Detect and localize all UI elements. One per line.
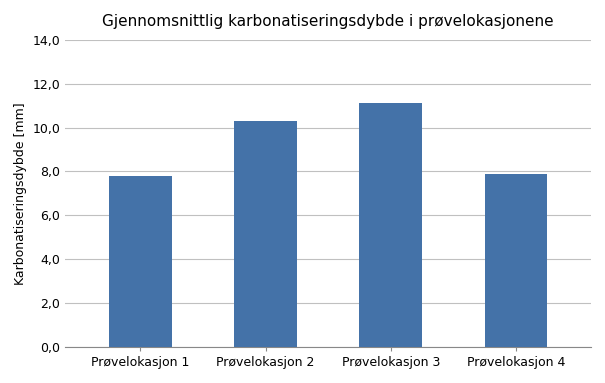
Bar — [359, 103, 422, 347]
Bar — [234, 121, 297, 347]
Title: Gjennomsnittlig karbonatiseringsdybde i prøvelokasjonene: Gjennomsnittlig karbonatiseringsdybde i … — [102, 14, 554, 29]
Bar — [109, 176, 172, 347]
Bar — [485, 173, 548, 347]
Y-axis label: Karbonatiseringsdybde [mm]: Karbonatiseringsdybde [mm] — [14, 102, 27, 285]
